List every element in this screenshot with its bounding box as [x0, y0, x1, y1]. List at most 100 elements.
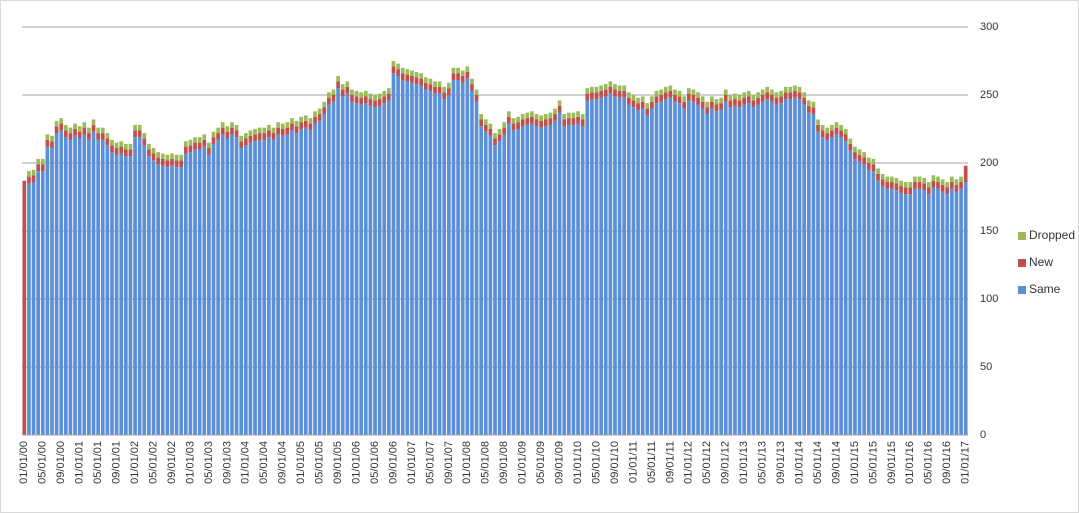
- y-tick-label: 0: [980, 429, 986, 441]
- bar-segment: [650, 108, 654, 435]
- bar-segment: [493, 133, 497, 139]
- bar-segment: [165, 167, 170, 435]
- bar-segment: [631, 100, 636, 108]
- bar-segment: [866, 157, 871, 163]
- bar-segment: [327, 104, 331, 436]
- bar-segment: [40, 164, 45, 172]
- bar-segment: [142, 138, 147, 146]
- bar-segment: [506, 123, 511, 435]
- bar-segment: [22, 180, 27, 435]
- bar-segment: [857, 161, 862, 435]
- bar-segment: [663, 99, 668, 435]
- bar-segment: [866, 169, 871, 436]
- bar-segment: [853, 152, 857, 159]
- bar-segment: [465, 78, 470, 436]
- bar-segment: [765, 86, 770, 93]
- bar-segment: [382, 96, 387, 104]
- bar-segment: [142, 145, 147, 435]
- x-tick-label: 01/01/15: [849, 441, 861, 484]
- bar-segment: [502, 127, 507, 135]
- bar-segment: [183, 141, 188, 147]
- bar-segment: [294, 120, 299, 127]
- bar-segment: [913, 176, 917, 183]
- bar-segment: [894, 190, 899, 435]
- bar-segment: [742, 104, 747, 436]
- bar-segment: [73, 135, 77, 436]
- bar-segment: [248, 142, 253, 435]
- bar-segment: [959, 182, 963, 189]
- bar-segment: [525, 112, 530, 119]
- bar-segment: [405, 81, 410, 436]
- bar-segment: [433, 81, 437, 87]
- bar-segment: [96, 133, 100, 140]
- x-tick-label: 09/01/08: [498, 441, 510, 484]
- bar-segment: [202, 134, 207, 140]
- bar-segment: [516, 116, 520, 123]
- bar-segment: [220, 127, 225, 135]
- bar-segment: [253, 129, 257, 135]
- bar-segment: [880, 186, 885, 435]
- bar-segment: [271, 139, 276, 435]
- bar-segment: [723, 95, 728, 102]
- bar-segment: [945, 194, 950, 435]
- bar-segment: [479, 114, 484, 120]
- bar-segment: [520, 119, 525, 127]
- bar-segment: [885, 176, 890, 183]
- bar-segment: [557, 100, 562, 106]
- bar-segment: [548, 118, 553, 125]
- bar-segment: [963, 182, 968, 435]
- bar-segment: [626, 92, 631, 98]
- bar-segment: [820, 130, 825, 138]
- bar-segment: [594, 99, 599, 435]
- bar-segment: [571, 112, 576, 119]
- bar-segment: [456, 73, 460, 81]
- bar-segment: [354, 90, 359, 97]
- bar-segment: [248, 130, 253, 136]
- x-tick-label: 09/01/06: [387, 441, 399, 484]
- bar-segment: [405, 74, 410, 82]
- bar-segment: [216, 127, 220, 134]
- bar-segment: [576, 111, 580, 117]
- x-tick-label: 09/01/03: [221, 441, 233, 484]
- bar-segment: [400, 67, 405, 74]
- bar-segment: [234, 137, 239, 435]
- bar-segment: [350, 89, 354, 95]
- bar-segment: [922, 183, 927, 191]
- bar-segment: [931, 187, 936, 435]
- bar-segment: [530, 111, 534, 117]
- bar-segment: [133, 124, 137, 131]
- bar-segment: [677, 90, 682, 97]
- bar-segment: [613, 89, 617, 97]
- bar-segment: [428, 84, 433, 91]
- bar-segment: [613, 84, 617, 90]
- bar-segment: [894, 177, 899, 184]
- bar-segment: [871, 164, 876, 172]
- bar-segment: [917, 188, 922, 435]
- bar-segment: [377, 93, 382, 100]
- bar-segment: [553, 114, 557, 121]
- bar-segment: [636, 97, 640, 104]
- bar-segment: [553, 108, 557, 115]
- bar-segment: [742, 92, 747, 98]
- bar-segment: [945, 187, 950, 195]
- x-tick-label: 01/01/11: [627, 441, 639, 483]
- bar-segment: [885, 182, 890, 189]
- bar-segment: [147, 143, 151, 150]
- bar-segment: [437, 93, 442, 435]
- bar-segment: [359, 104, 364, 436]
- legend-label: Same: [1029, 282, 1061, 296]
- bar-segment: [608, 86, 613, 94]
- bar-segment: [954, 184, 959, 192]
- bar-segment: [285, 127, 290, 135]
- bar-segment: [387, 93, 391, 101]
- bar-segment: [806, 105, 811, 113]
- bar-segment: [36, 164, 40, 172]
- x-tick-label: 05/01/06: [369, 441, 381, 484]
- bar-segment: [294, 133, 299, 435]
- bar-segment: [442, 86, 447, 93]
- bar-segment: [802, 104, 807, 436]
- bar-segment: [742, 97, 747, 105]
- bar-segment: [908, 187, 913, 195]
- x-tick-label: 01/01/06: [350, 441, 362, 484]
- bar-segment: [460, 70, 465, 76]
